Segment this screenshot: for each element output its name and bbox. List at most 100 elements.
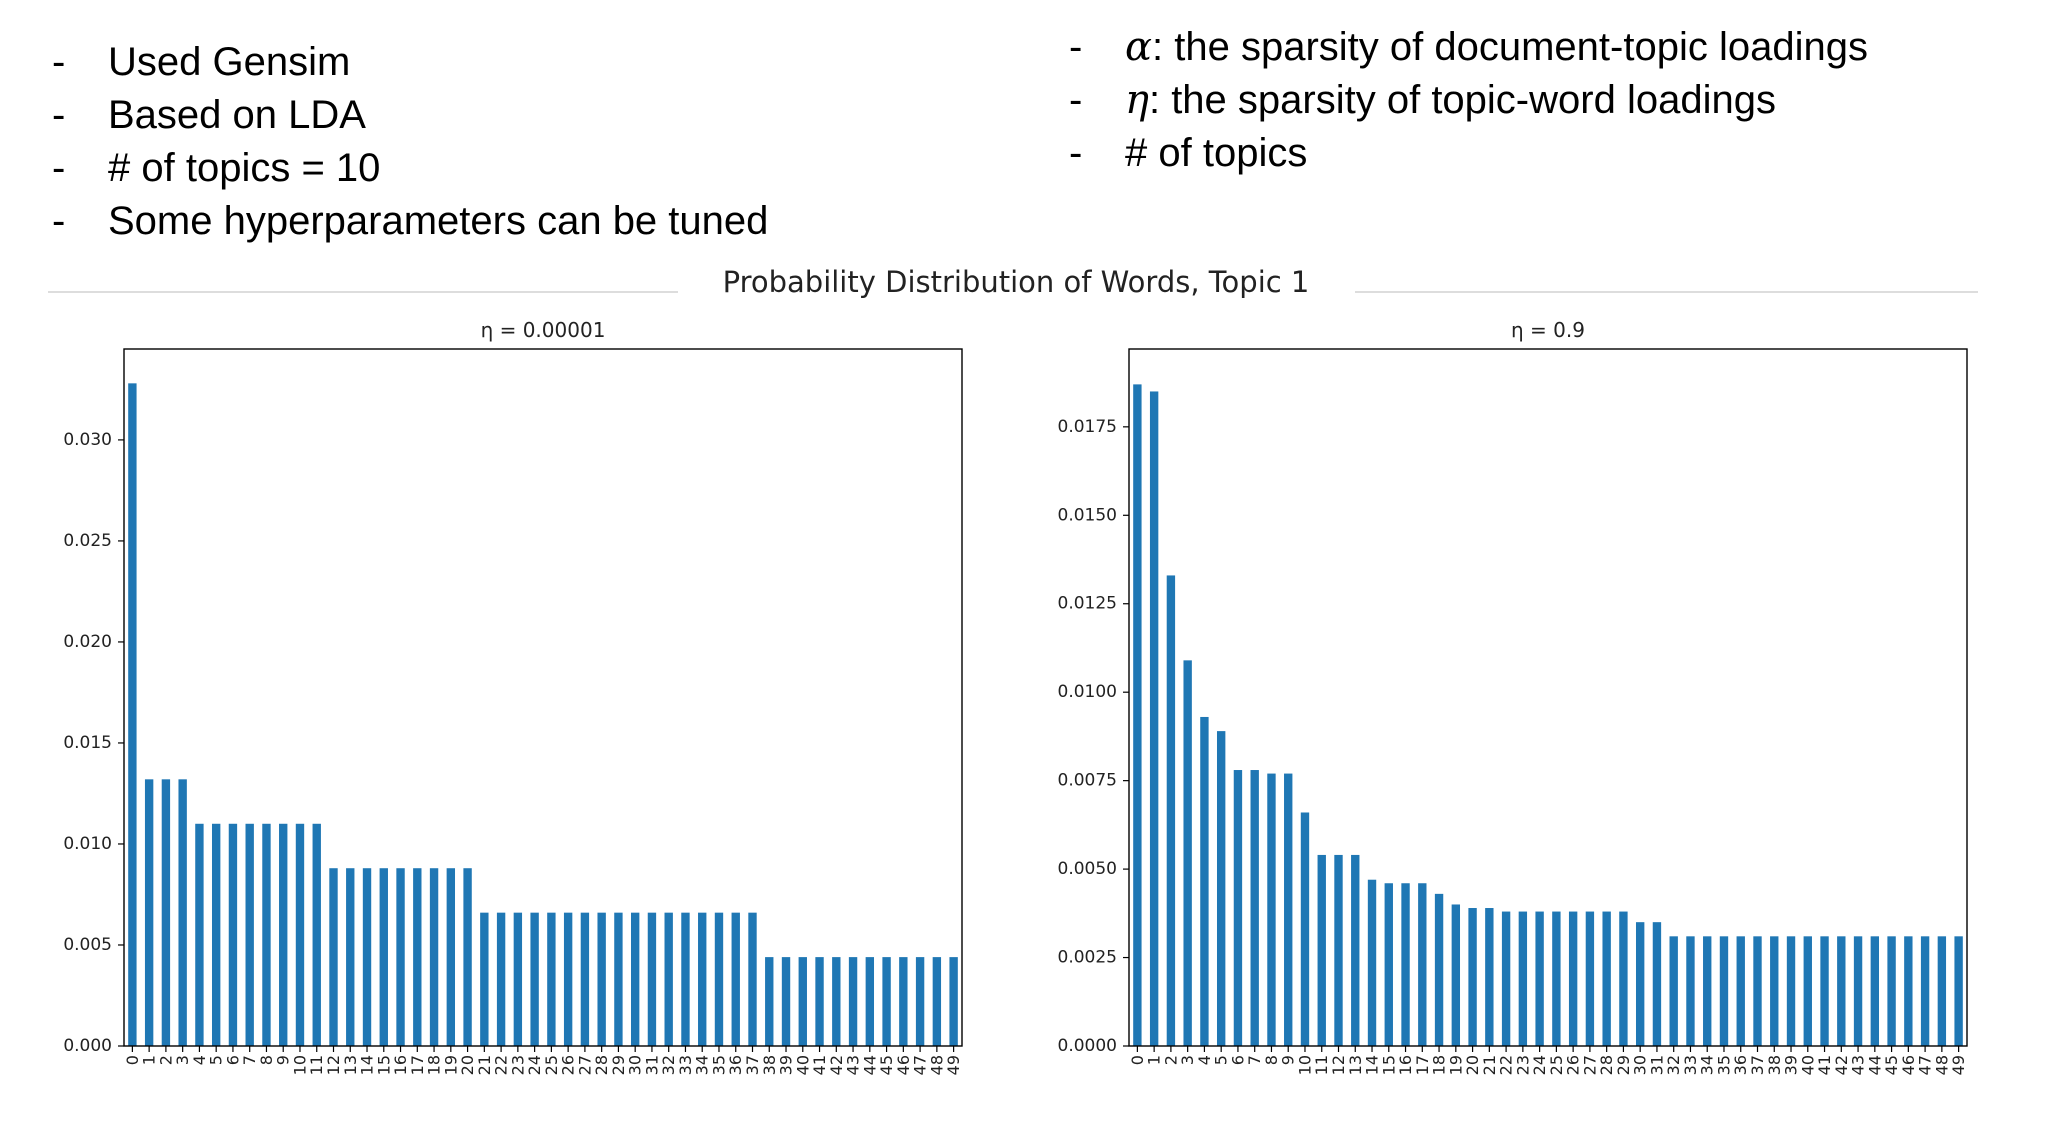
bar <box>1317 854 1326 1046</box>
x-tick-label: 13 <box>1346 1055 1365 1075</box>
y-tick-label: 0.0000 <box>1058 1036 1117 1056</box>
x-tick-label: 37 <box>1748 1055 1767 1075</box>
bar <box>1753 936 1762 1046</box>
bullet-dash: - <box>52 199 66 243</box>
bar <box>1451 904 1461 1046</box>
x-tick-label: 46 <box>1899 1055 1918 1075</box>
y-tick-label: 0.0075 <box>1058 771 1117 791</box>
x-tick-label: 21 <box>1480 1055 1499 1075</box>
bar <box>899 957 908 1046</box>
bar <box>681 912 690 1046</box>
bullet-dash: - <box>52 40 66 84</box>
x-tick-label: 31 <box>642 1055 661 1075</box>
bar <box>1183 660 1192 1046</box>
bar <box>647 912 657 1046</box>
x-tick-label: 26 <box>559 1055 578 1075</box>
x-tick-label: 17 <box>408 1055 427 1075</box>
y-tick-label: 0.030 <box>63 430 112 450</box>
x-tick-label: 31 <box>1647 1055 1666 1075</box>
x-tick-label: 12 <box>324 1055 343 1075</box>
bullet-text: # of topics <box>1125 131 1308 175</box>
bar <box>1820 936 1829 1046</box>
bar <box>329 868 338 1046</box>
bar <box>731 912 740 1046</box>
bar <box>1200 716 1209 1046</box>
bar <box>1552 911 1561 1046</box>
x-tick-label: 36 <box>726 1055 745 1075</box>
bar <box>1585 911 1595 1046</box>
x-tick-label: 45 <box>877 1055 896 1075</box>
x-tick-label: 23 <box>1513 1055 1532 1075</box>
bar <box>1501 911 1511 1046</box>
bullet-dash: - <box>1069 131 1083 175</box>
x-tick-label: 14 <box>1363 1055 1382 1075</box>
x-tick-label: 15 <box>374 1055 393 1075</box>
x-tick-label: 26 <box>1564 1055 1583 1075</box>
bar <box>798 957 807 1046</box>
x-tick-label: 42 <box>1832 1055 1851 1075</box>
x-tick-label: 22 <box>1497 1055 1516 1075</box>
bar <box>597 912 606 1046</box>
x-tick-label: 27 <box>1580 1055 1599 1075</box>
bar <box>698 912 707 1046</box>
bar <box>630 912 640 1046</box>
x-tick-label: 49 <box>1949 1055 1968 1075</box>
bar <box>714 912 724 1046</box>
bar <box>1300 812 1310 1046</box>
x-tick-label: 0 <box>123 1055 142 1065</box>
x-tick-label: 45 <box>1882 1055 1901 1075</box>
x-tick-label: 46 <box>894 1055 913 1075</box>
bar <box>228 823 238 1046</box>
bar <box>1334 854 1343 1046</box>
bar <box>295 823 305 1046</box>
x-tick-label: 9 <box>274 1055 293 1065</box>
x-tick-label: 1 <box>140 1055 159 1065</box>
x-tick-label: 43 <box>1849 1055 1868 1075</box>
bar <box>1686 936 1695 1046</box>
bar <box>178 779 187 1046</box>
x-tick-label: 8 <box>257 1055 276 1065</box>
x-tick-label: 12 <box>1329 1055 1348 1075</box>
x-tick-label: 4 <box>1195 1055 1214 1065</box>
x-tick-label: 28 <box>592 1055 611 1075</box>
bullet-dash: - <box>52 93 66 137</box>
bar <box>1602 911 1611 1046</box>
bullet-text: : the sparsity of topic-word loadings <box>1148 78 1776 122</box>
bullet-dash: - <box>1069 25 1083 69</box>
x-tick-label: 47 <box>911 1055 930 1075</box>
y-tick-label: 0.0125 <box>1058 594 1117 614</box>
bar <box>379 868 388 1046</box>
x-tick-label: 30 <box>626 1055 645 1075</box>
bar <box>614 912 623 1046</box>
y-tick-label: 0.0100 <box>1058 682 1117 702</box>
bar <box>1535 911 1544 1046</box>
x-tick-label: 29 <box>609 1055 628 1075</box>
x-tick-label: 42 <box>827 1055 846 1075</box>
bar <box>1367 879 1377 1046</box>
bar <box>1937 936 1947 1046</box>
x-tick-label: 1 <box>1145 1055 1164 1065</box>
bar <box>580 912 590 1046</box>
x-tick-label: 40 <box>793 1055 812 1075</box>
bar <box>781 957 791 1046</box>
x-tick-label: 2 <box>156 1055 175 1065</box>
x-tick-label: 30 <box>1631 1055 1650 1075</box>
y-tick-label: 0.0150 <box>1058 505 1117 525</box>
bar <box>664 912 673 1046</box>
bar <box>915 957 925 1046</box>
bar <box>1434 893 1444 1046</box>
bar <box>748 912 757 1046</box>
x-tick-label: 32 <box>1664 1055 1683 1075</box>
x-tick-label: 5 <box>1212 1055 1231 1065</box>
x-tick-label: 44 <box>860 1055 879 1075</box>
x-tick-label: 13 <box>341 1055 360 1075</box>
x-tick-label: 18 <box>1430 1055 1449 1075</box>
x-tick-label: 32 <box>659 1055 678 1075</box>
bar <box>1418 883 1427 1046</box>
x-tick-label: 24 <box>525 1055 544 1075</box>
plot-frame <box>123 348 963 1047</box>
chart-eta-large: η = 0.9012345678910111213141516171819202… <box>1058 318 1969 1075</box>
bar <box>279 823 288 1046</box>
eta-symbol: η <box>1125 77 1149 123</box>
x-tick-label: 18 <box>425 1055 444 1075</box>
